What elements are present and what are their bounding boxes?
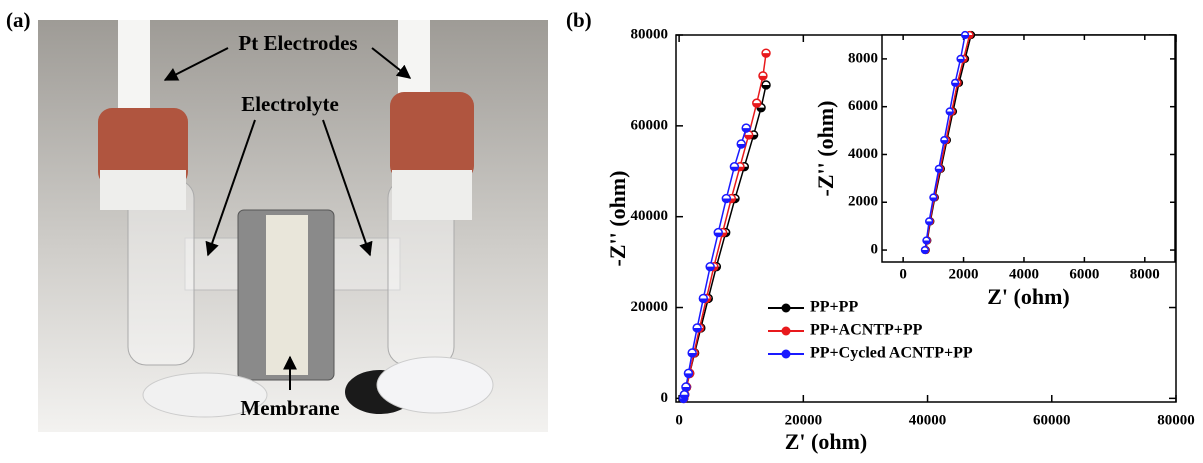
x-tick-label: 0 [899, 266, 907, 282]
marker-highlight [759, 72, 767, 76]
marker-highlight [731, 163, 738, 167]
marker-highlight [682, 383, 690, 388]
marker-highlight [922, 247, 928, 251]
annotation: Membrane [240, 396, 339, 420]
panel-label: (a) [6, 8, 31, 32]
panel-label: (b) [566, 8, 592, 32]
marker-highlight [926, 218, 932, 222]
y-tick-label: 4000 [848, 146, 878, 162]
marker-highlight [700, 295, 707, 299]
x-tick-label: 20000 [785, 412, 823, 428]
y-tick-label: 20000 [631, 299, 669, 315]
legend-marker [781, 326, 791, 336]
marker-highlight [688, 349, 696, 353]
x-tick-label: 6000 [1069, 266, 1099, 282]
x-tick-label: 60000 [1033, 412, 1071, 428]
x-tick-label: 80000 [1157, 412, 1195, 428]
marker-highlight [681, 391, 688, 395]
marker-highlight [930, 194, 936, 198]
x-axis-label: Z' (ohm) [785, 429, 868, 454]
y-tick-label: 0 [871, 241, 879, 257]
legend-label: PP+ACNTP+PP [810, 322, 923, 339]
marker-highlight [715, 229, 722, 233]
legend-label: PP+PP [810, 299, 858, 316]
x-tick-label: 2000 [949, 266, 979, 282]
photo: Pt Electrodes Electrolyte Membrane [38, 20, 548, 432]
marker-highlight [923, 237, 930, 241]
y-tick-label: 2000 [848, 194, 878, 210]
y-tick-label: 60000 [631, 117, 669, 133]
marker-highlight [723, 195, 730, 199]
x-tick-label: 0 [675, 412, 683, 428]
marker-highlight [693, 324, 701, 328]
marker-highlight [738, 140, 745, 145]
legend-marker [781, 349, 791, 359]
marker-highlight [753, 99, 760, 104]
x-tick-label: 40000 [909, 412, 947, 428]
marker-highlight [762, 81, 770, 85]
legend-label: PP+Cycled ACNTP+PP [810, 345, 973, 362]
y-tick-label: 80000 [631, 26, 669, 42]
marker-highlight [685, 370, 692, 374]
y-tick-label: 6000 [848, 98, 878, 114]
marker-highlight [947, 108, 953, 112]
marker-highlight [957, 56, 964, 59]
y-tick-label: 40000 [631, 208, 669, 224]
y-axis-label: -Z'' (ohm) [813, 101, 838, 197]
marker-highlight [952, 80, 958, 83]
marker-highlight [936, 166, 942, 169]
annotation: Electrolyte [241, 92, 339, 116]
marker-highlight [941, 137, 947, 141]
marker-highlight [742, 124, 750, 129]
marker-highlight [706, 263, 714, 267]
annotation: Pt Electrodes [238, 31, 357, 55]
y-axis-label: -Z'' (ohm) [605, 171, 630, 267]
legend-marker [781, 303, 791, 313]
marker-highlight [962, 32, 968, 35]
y-tick-label: 0 [661, 390, 669, 406]
plot-frame [881, 34, 1176, 263]
marker-highlight [762, 49, 770, 54]
x-tick-label: 8000 [1130, 266, 1160, 282]
y-tick-label: 8000 [848, 50, 878, 66]
x-axis-label: Z' (ohm) [987, 284, 1070, 309]
series-line [924, 34, 966, 251]
x-tick-label: 4000 [1009, 266, 1039, 282]
